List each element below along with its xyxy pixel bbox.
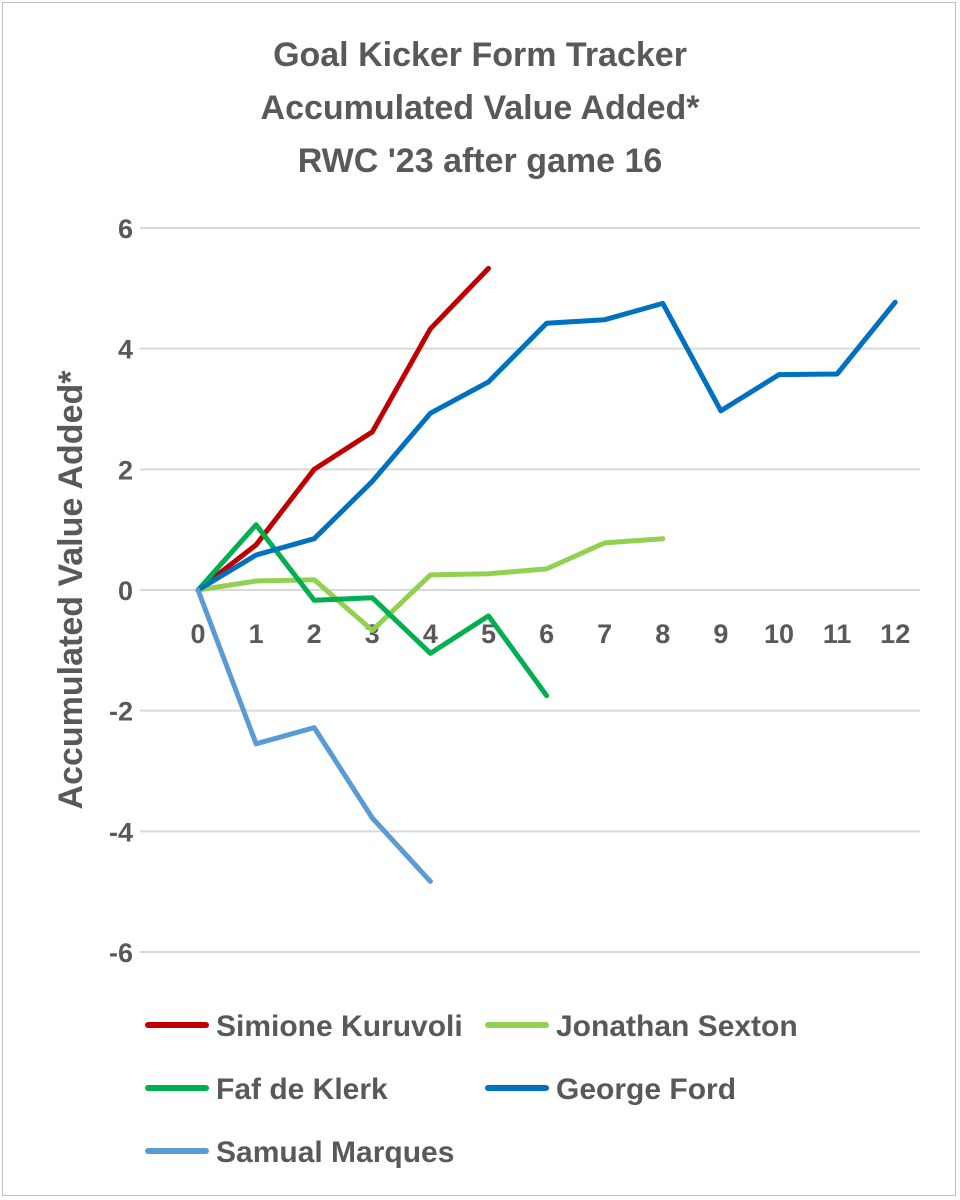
y-tick-label: 4	[118, 335, 133, 365]
y-tick-label: -2	[109, 697, 133, 727]
series-line-4	[195, 587, 433, 884]
y-tick-label: 2	[118, 455, 133, 485]
gridlines	[140, 227, 920, 953]
y-axis-ticks: 6 4 2 0 -2 -4 -6	[109, 214, 133, 968]
legend-label: Simione Kuruvoli	[216, 1010, 463, 1043]
x-tick-label: 6	[539, 619, 554, 649]
y-tick-label: 0	[118, 576, 133, 606]
title-line-2: Accumulated Value Added*	[261, 89, 701, 127]
x-axis-ticks: 0 1 2 3 4 5 6 7 8 9 10 11 12	[190, 619, 910, 649]
x-tick-label: 10	[764, 619, 794, 649]
x-tick-label: 9	[713, 619, 728, 649]
y-tick-label: 6	[118, 214, 133, 244]
chart-title: Goal Kicker Form Tracker Accumulated Val…	[261, 36, 701, 180]
series-line-3	[195, 299, 898, 593]
y-axis-label: Accumulated Value Added*	[52, 370, 90, 810]
x-tick-label: 11	[823, 619, 852, 649]
y-tick-label: -6	[109, 938, 133, 968]
x-tick-label: 0	[190, 619, 205, 649]
legend-label: Jonathan Sexton	[556, 1010, 798, 1043]
title-line-3: RWC '23 after game 16	[298, 142, 663, 180]
series-line-1	[195, 536, 666, 633]
legend: Simione Kuruvoli Jonathan Sexton Faf de Kl…	[145, 1010, 798, 1169]
x-tick-label: 4	[423, 619, 438, 649]
legend-label: George Ford	[556, 1073, 736, 1106]
x-tick-label: 5	[481, 619, 496, 649]
legend-label: Samual Marques	[216, 1136, 454, 1169]
x-tick-label: 7	[597, 619, 612, 649]
series-lines	[195, 265, 898, 884]
x-tick-label: 2	[307, 619, 322, 649]
legend-label: Faf de Klerk	[216, 1073, 388, 1106]
title-line-1: Goal Kicker Form Tracker	[273, 36, 687, 74]
series-line-0	[195, 265, 491, 593]
x-tick-label: 12	[880, 619, 910, 649]
x-tick-label: 8	[655, 619, 670, 649]
series-line-2	[195, 522, 550, 699]
y-tick-label: -4	[109, 817, 133, 847]
x-tick-label: 1	[249, 619, 264, 649]
